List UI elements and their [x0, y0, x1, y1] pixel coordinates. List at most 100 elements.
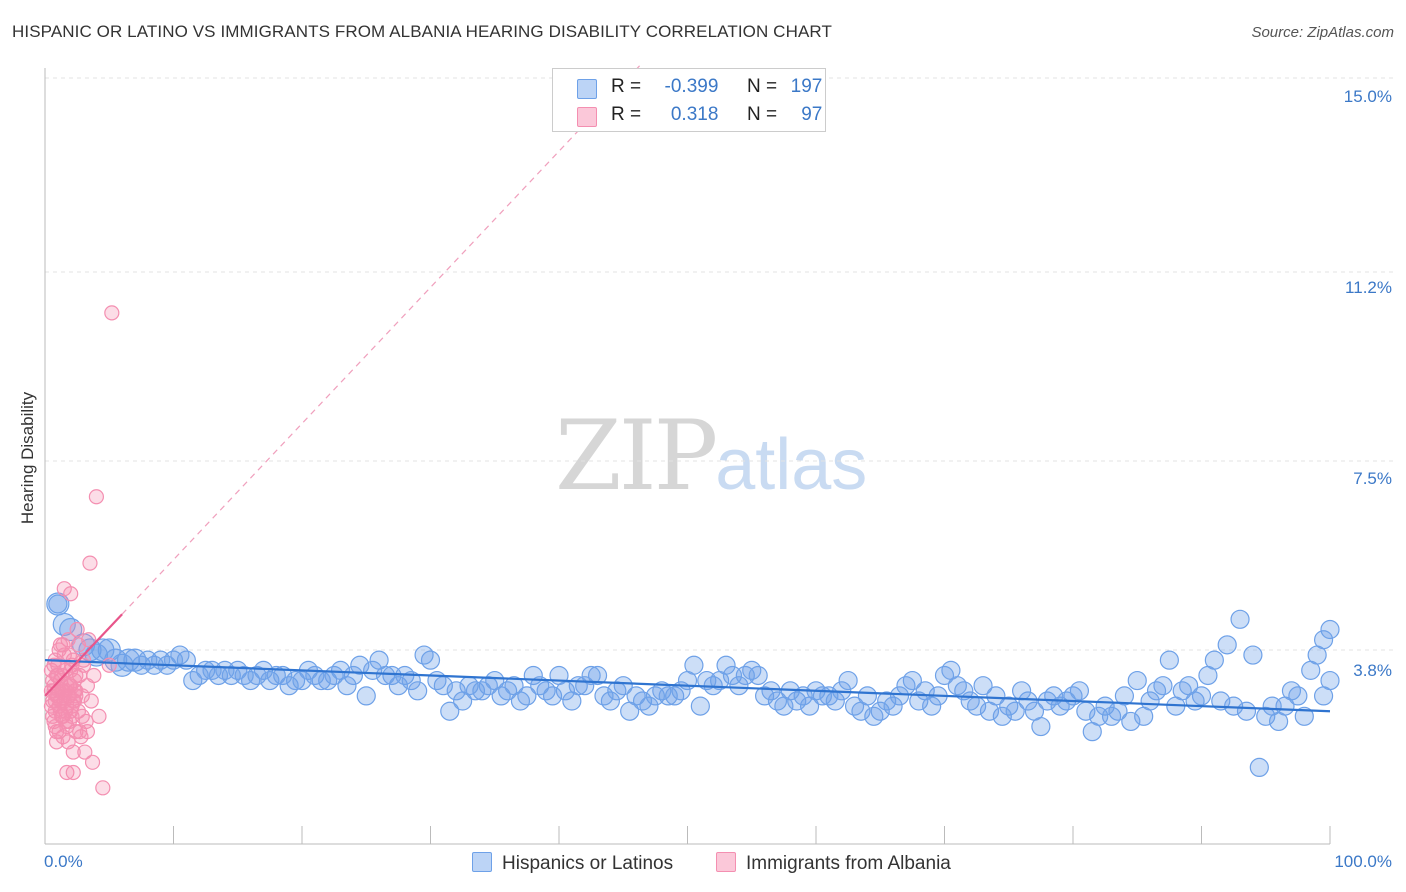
hispanic-point — [498, 681, 518, 701]
hispanic-trend-line — [44, 659, 1331, 713]
albania-point — [77, 744, 93, 760]
hispanic-point — [510, 691, 531, 711]
albania-point — [74, 708, 90, 724]
hispanic-point — [1159, 650, 1179, 670]
albania-point — [84, 754, 101, 770]
hispanic-point — [517, 686, 537, 706]
hispanic-point — [401, 670, 421, 691]
hispanic-point — [729, 676, 749, 696]
hispanic-point — [1320, 619, 1340, 640]
albania-point — [75, 652, 92, 668]
albania-point — [68, 667, 84, 684]
x-tick-label-100: 100.0% — [1334, 852, 1392, 871]
legend-swatch-hispanic — [472, 852, 492, 872]
watermark: ZIPatlas — [555, 400, 867, 512]
hispanic-point — [388, 676, 408, 696]
hispanic-point — [1172, 681, 1192, 701]
albania-point — [48, 734, 65, 750]
stats-text-albania: R = 0.318 N = 97 — [611, 104, 823, 125]
hispanic-point — [613, 676, 633, 696]
hispanic-point — [491, 686, 511, 706]
legend-item-hispanic[interactable]: Hispanics or Latinos — [472, 852, 673, 875]
hispanic-point — [375, 665, 396, 686]
hispanic-point — [626, 686, 646, 706]
hispanic-point — [530, 676, 550, 696]
hispanic-point — [690, 696, 710, 716]
hispanic-point — [600, 691, 621, 711]
albania-point — [83, 693, 99, 709]
albania-point — [65, 764, 81, 781]
hispanic-point — [864, 706, 884, 726]
hispanic-point — [116, 648, 141, 672]
hispanic-point — [742, 660, 762, 680]
hispanic-point — [652, 681, 672, 701]
legend-swatch-albania — [716, 852, 736, 872]
albania-trend-extension — [121, 62, 643, 615]
hispanic-point — [1140, 691, 1160, 711]
hispanic-point — [343, 665, 363, 686]
hispanic-point — [947, 676, 967, 696]
hispanic-point — [909, 691, 929, 711]
hispanic-point — [414, 645, 434, 665]
hispanic-point — [273, 665, 293, 686]
hispanic-point — [228, 660, 248, 680]
hispanic-point — [844, 696, 865, 716]
swatch-albania — [577, 107, 597, 127]
hispanic-point — [337, 676, 357, 696]
hispanic-point — [1204, 650, 1224, 670]
hispanic-point — [986, 686, 1006, 706]
albania-point — [52, 637, 69, 653]
hispanic-point — [1031, 716, 1051, 737]
hispanic-point — [665, 686, 685, 706]
hispanic-point — [183, 670, 203, 691]
hispanic-point — [292, 670, 312, 691]
hispanic-point — [465, 681, 486, 701]
hispanic-point — [91, 638, 115, 662]
hispanic-point — [1230, 609, 1250, 629]
hispanic-point — [1121, 711, 1141, 732]
hispanic-point — [1281, 681, 1302, 701]
albania-point — [57, 713, 74, 730]
hispanic-point — [857, 686, 878, 706]
hispanic-point — [1153, 676, 1173, 696]
watermark-atlas: atlas — [715, 425, 868, 505]
hispanic-point — [754, 686, 775, 706]
y-tick-label-3-8: 3.8% — [1353, 661, 1392, 680]
hispanic-point — [408, 681, 428, 701]
hispanic-point — [1288, 686, 1308, 706]
legend-item-albania[interactable]: Immigrants from Albania — [716, 852, 951, 875]
hispanic-point — [1243, 645, 1263, 665]
hispanic-point — [446, 681, 466, 701]
albania-point — [70, 637, 87, 653]
hispanic-point — [356, 686, 376, 706]
hispanic-point — [1018, 691, 1038, 711]
y-tick-label-11-2: 11.2% — [1345, 278, 1392, 297]
y-tick-label-7-5: 7.5% — [1353, 469, 1392, 488]
albania-point — [72, 724, 88, 740]
hispanic-point — [1127, 670, 1147, 691]
hispanic-point — [536, 681, 556, 701]
hispanic-point — [1114, 686, 1135, 706]
hispanic-point — [285, 670, 306, 691]
hispanic-point — [1256, 706, 1276, 726]
hispanic-point — [1249, 757, 1269, 778]
hispanic-point — [363, 660, 383, 680]
hispanic-point — [247, 665, 267, 686]
hispanic-point — [266, 665, 286, 686]
hispanic-point — [999, 696, 1019, 716]
albania-point — [86, 667, 102, 684]
swatch-hispanic — [577, 79, 597, 99]
x-tick-label-0: 0.0% — [44, 852, 83, 871]
hispanic-point — [883, 696, 903, 716]
hispanic-point — [761, 681, 781, 701]
hispanic-point — [992, 706, 1012, 726]
albania-point — [101, 657, 117, 673]
hispanic-point — [716, 655, 736, 675]
hispanic-point — [260, 670, 280, 691]
hispanic-point — [594, 686, 614, 706]
hispanic-point — [889, 686, 910, 706]
legend-label-albania: Immigrants from Albania — [746, 853, 951, 874]
hispanic-point — [1320, 670, 1340, 691]
hispanic-point — [1217, 635, 1237, 655]
